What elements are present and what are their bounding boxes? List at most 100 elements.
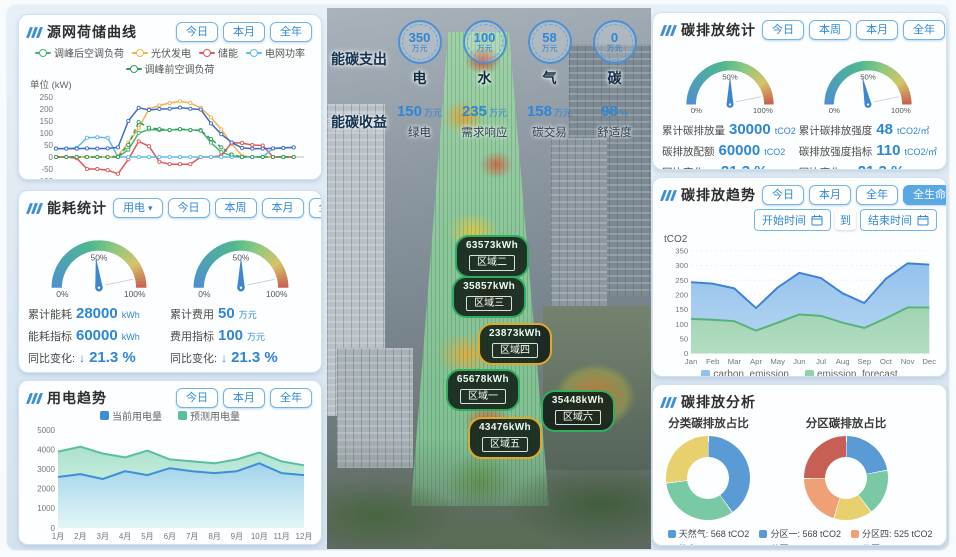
pie-legend-text: 分区五: 659 tCO2 bbox=[862, 542, 933, 545]
legend-item: 预测用电量 bbox=[178, 408, 240, 423]
filter-button[interactable]: 全年 bbox=[270, 22, 312, 43]
stat-row: 累计碳排放强度 48 tCO2/㎡ bbox=[799, 119, 937, 140]
svg-text:100%: 100% bbox=[753, 106, 773, 115]
zone-name: 区域三 bbox=[466, 295, 513, 312]
svg-text:Sep: Sep bbox=[857, 357, 871, 366]
expense-circle: 100 万元 bbox=[462, 20, 507, 64]
pie-legend-item: 分区一: 568 tCO2 bbox=[759, 527, 841, 540]
legend-swatch bbox=[701, 370, 711, 376]
svg-text:Feb: Feb bbox=[706, 357, 719, 366]
filter-button[interactable]: 本周 bbox=[809, 20, 851, 41]
filter-button[interactable]: 本月 bbox=[809, 185, 851, 206]
filter-button[interactable]: 本月 bbox=[856, 20, 898, 41]
svg-text:10月: 10月 bbox=[251, 532, 268, 541]
zone-energy-value: 35857kWh bbox=[463, 280, 516, 292]
filter-button[interactable]: 全年 bbox=[903, 20, 945, 41]
legend-swatch bbox=[805, 370, 814, 376]
svg-text:May: May bbox=[770, 357, 785, 366]
panel-header: 用电趋势 今日 本月 全年 bbox=[25, 388, 312, 409]
legend-dot bbox=[250, 48, 258, 57]
panel-header: 碳排放统计 今日 本周 本月 全年 bbox=[659, 20, 945, 41]
filter-button[interactable]: 今日 bbox=[176, 388, 218, 409]
zone-energy-value: 35448kWh bbox=[551, 394, 604, 406]
svg-text:5月: 5月 bbox=[141, 532, 153, 541]
filter-button[interactable]: 本月 bbox=[223, 388, 265, 409]
pie-legend-text: 热力: 465 tCO2 bbox=[679, 542, 741, 545]
filter-button[interactable]: 本月 bbox=[223, 22, 265, 43]
stat-label: 累计碳排放量 bbox=[662, 124, 725, 137]
gauges-row: 0% 50% 100% 累计能耗 28000 kWh 能耗指标 60000 kWh 同比变化: ↓ 2… bbox=[28, 222, 312, 368]
svg-text:3000: 3000 bbox=[37, 465, 55, 474]
start-date-input[interactable]: 开始时间 bbox=[754, 209, 831, 232]
end-date-input[interactable]: 结束时间 bbox=[860, 209, 937, 232]
time-filter-buttons: 今日 本月 全年 bbox=[176, 388, 312, 409]
svg-text:200: 200 bbox=[675, 291, 688, 300]
y-axis-unit-label: 单位 (kW) bbox=[30, 80, 72, 92]
income-unit: 万元 bbox=[424, 108, 443, 118]
legend-marker-icon bbox=[246, 48, 262, 57]
stat-value: 110 bbox=[876, 141, 901, 159]
stat-value: 28000 bbox=[76, 305, 118, 323]
energy-income-row: 能碳收益 150 万元 绿电 235 万元 需求响应 158 万元 碳交易 98% 舒适度 bbox=[327, 104, 651, 140]
income-value: 158 bbox=[526, 103, 552, 120]
filter-button[interactable]: 今日 bbox=[167, 198, 210, 219]
filter-button[interactable]: 全年 bbox=[308, 198, 321, 219]
svg-text:200: 200 bbox=[40, 105, 54, 114]
filter-button[interactable]: 本月 bbox=[261, 198, 304, 219]
pie-legend-item: 分区二: 465 tCO2 bbox=[759, 542, 841, 545]
svg-text:2月: 2月 bbox=[74, 532, 86, 541]
stat-row: 同比变化:↓21.3 % bbox=[28, 347, 170, 369]
energy-type-dropdown[interactable]: 用电 ▾ bbox=[113, 198, 163, 219]
legend-swatch bbox=[667, 544, 676, 545]
svg-text:0: 0 bbox=[51, 524, 56, 533]
filter-button[interactable]: 本周 bbox=[214, 198, 257, 219]
legend-item: 当前用电量 bbox=[100, 408, 162, 423]
legend-swatch bbox=[850, 529, 859, 538]
stat-row: 能耗指标 60000 kWh bbox=[28, 325, 170, 347]
zone-energy-value: 65678kWh bbox=[456, 373, 510, 385]
svg-text:100%: 100% bbox=[124, 289, 146, 299]
expense-category: 水 bbox=[477, 70, 492, 86]
line-chart-legend: 调峰后空调负荷 光伏发电 储能 电网功率 调峰前空调负荷 bbox=[28, 45, 312, 76]
filter-button-lifecycle[interactable]: 全生命周期 bbox=[903, 185, 946, 206]
expense-value: 100 bbox=[473, 30, 496, 45]
legend-dot bbox=[129, 64, 138, 73]
stat-label: 碳排放强度指标 bbox=[798, 145, 873, 158]
legend-item: emission_forecast bbox=[805, 369, 898, 376]
filter-button[interactable]: 今日 bbox=[762, 20, 804, 41]
expense-value: 58 bbox=[542, 30, 557, 45]
filter-button[interactable]: 今日 bbox=[762, 185, 804, 206]
income-item: 98% 舒适度 bbox=[582, 104, 647, 140]
svg-text:12月: 12月 bbox=[296, 532, 312, 541]
legend-item: 调峰前空调负荷 bbox=[125, 61, 215, 76]
calendar-icon bbox=[917, 215, 929, 226]
panel-title: 能耗统计 bbox=[47, 200, 107, 217]
panel-slashes-icon bbox=[659, 189, 678, 201]
zone-donut-chart bbox=[803, 436, 888, 520]
gauges-row: 0%50%100%累计碳排放量30000tCO2碳排放配额60000tCO2同比… bbox=[662, 44, 937, 169]
filter-button[interactable]: 全年 bbox=[270, 388, 312, 409]
stat-label: 同比变化: bbox=[170, 352, 218, 365]
expense-items: 350 万元电 100 万元水 58 万元气 0 万元碳 bbox=[387, 20, 647, 88]
gauge-arc: 0%50%100% bbox=[686, 61, 775, 115]
panel-source-grid-curve: 源网荷储曲线 今日 本月 全年 调峰后空调负荷 光伏发电 储能 电网功率 调峰前空调负荷 单… bbox=[18, 14, 322, 180]
stat-row: 累计能耗 28000 kWh bbox=[28, 303, 170, 325]
zone-label: 23873kWh 区域四 bbox=[477, 322, 553, 366]
filter-button[interactable]: 今日 bbox=[176, 22, 218, 43]
expense-unit: 万元 bbox=[541, 44, 558, 53]
stat-label: 累计能耗 bbox=[28, 309, 72, 322]
legend-item: 光伏发电 bbox=[132, 45, 191, 60]
building-shape bbox=[551, 138, 607, 308]
svg-text:9月: 9月 bbox=[231, 532, 243, 541]
svg-text:250: 250 bbox=[40, 93, 54, 102]
legend-label: 光伏发电 bbox=[151, 49, 191, 61]
stat-value: 60000 bbox=[76, 326, 118, 344]
stat-label: 同比变化: bbox=[662, 166, 707, 169]
income-item: 235 万元 需求响应 bbox=[452, 104, 517, 140]
stat-value: 21.3 % bbox=[231, 348, 278, 366]
filter-button[interactable]: 全年 bbox=[856, 185, 898, 206]
stat-value: 60000 bbox=[718, 141, 761, 159]
expense-item: 58 万元气 bbox=[517, 20, 582, 88]
